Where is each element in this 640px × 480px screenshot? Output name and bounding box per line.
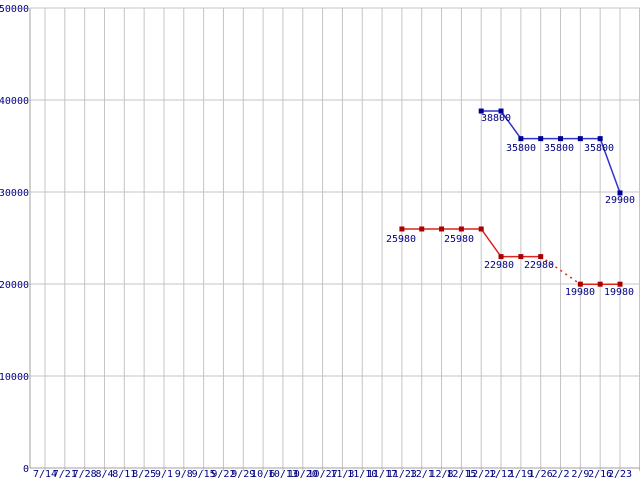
x-tick-label: 11/10: [347, 469, 377, 480]
price-annotation: 19980: [604, 287, 634, 298]
x-tick-label: 7/21: [53, 469, 77, 480]
price-annotation: 35800: [584, 143, 614, 154]
x-tick-label: 8/11: [112, 469, 136, 480]
red-price-series-marker: [458, 226, 464, 232]
price-annotation: 38800: [481, 113, 511, 124]
blue-price-series-marker: [538, 136, 544, 142]
x-tick-label: 1/26: [529, 469, 553, 480]
blue-price-series-marker: [577, 136, 583, 142]
x-tick-label: 12/8: [430, 469, 454, 480]
price-annotation: 35800: [506, 143, 536, 154]
blue-price-series-marker: [597, 136, 603, 142]
blue-price-series-marker: [478, 108, 484, 114]
price-annotation: 19980: [565, 287, 595, 298]
red-price-series-marker: [518, 254, 524, 260]
price-annotation: 35800: [544, 143, 574, 154]
x-tick-label: 11/23: [387, 469, 417, 480]
y-tick-label: 10000: [0, 372, 29, 383]
x-tick-label: 9/22: [211, 469, 235, 480]
x-tick-label: 9/15: [192, 469, 216, 480]
red-price-series-marker: [538, 254, 544, 260]
price-annotation: 22980: [484, 260, 514, 271]
x-tick-label: 9/8: [175, 469, 193, 480]
red-price-series-marker: [439, 226, 445, 232]
red-price-series-marker: [577, 281, 583, 287]
x-tick-label: 2/23: [608, 469, 632, 480]
x-tick-label: 8/25: [132, 469, 156, 480]
x-tick-label: 10/20: [288, 469, 318, 480]
x-tick-label: 12/1: [410, 469, 434, 480]
x-tick-label: 8/4: [95, 469, 113, 480]
x-tick-label: 1/12: [489, 469, 513, 480]
x-tick-label: 11/3: [330, 469, 354, 480]
x-tick-label: 2/9: [571, 469, 589, 480]
y-tick-label: 50000: [0, 4, 29, 15]
x-tick-label: 2/2: [551, 469, 569, 480]
red-price-series-marker: [617, 281, 623, 287]
x-tick-label: 2/16: [588, 469, 612, 480]
y-tick-label: 20000: [0, 280, 29, 291]
price-annotation: 25980: [444, 234, 474, 245]
red-price-series-line: [401, 228, 541, 258]
blue-price-series-marker: [617, 190, 623, 196]
red-price-series-marker: [419, 226, 425, 232]
x-tick-label: 7/28: [73, 469, 97, 480]
x-tick-label: 1/19: [509, 469, 533, 480]
y-tick-label: 0: [23, 464, 29, 475]
price-annotation: 25980: [386, 234, 416, 245]
price-annotation: 22980: [524, 260, 554, 271]
y-tick-label: 40000: [0, 96, 29, 107]
x-tick-label: 9/1: [155, 469, 173, 480]
x-tick-label: 11/17: [367, 469, 397, 480]
blue-price-series-marker: [518, 136, 524, 142]
red-price-series-marker: [597, 281, 603, 287]
x-tick-label: 10/13: [268, 469, 298, 480]
x-tick-label: 12/15: [446, 469, 476, 480]
price-annotation: 29900: [605, 195, 635, 206]
y-tick-label: 30000: [0, 188, 29, 199]
red-price-series-marker: [498, 254, 504, 260]
x-tick-label: 9/29: [231, 469, 255, 480]
x-tick-label: 7/14: [33, 469, 57, 480]
blue-price-series-marker: [558, 136, 564, 142]
x-tick-label: 12/22: [466, 469, 496, 480]
x-tick-label: 10/27: [308, 469, 338, 480]
blue-price-series-line: [481, 110, 621, 194]
x-tick-label: 10/6: [251, 469, 275, 480]
blue-price-series-marker: [498, 108, 504, 114]
red-price-series-marker: [399, 226, 405, 232]
red-price-series-dotted-gap-line: [540, 255, 581, 285]
red-price-series-marker: [478, 226, 484, 232]
